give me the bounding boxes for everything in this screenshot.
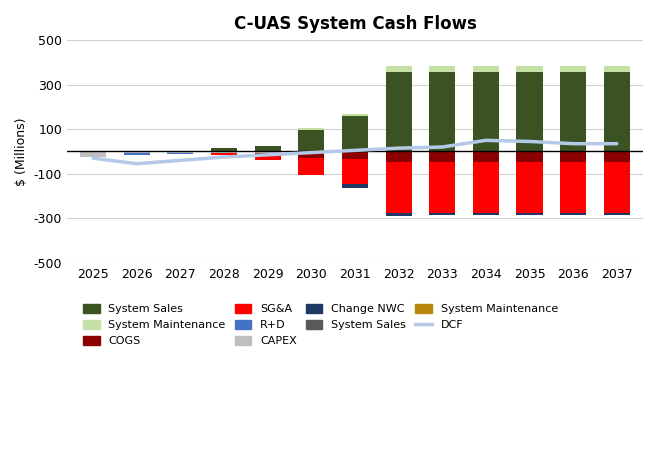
Title: C-UAS System Cash Flows: C-UAS System Cash Flows <box>234 15 476 33</box>
Bar <box>429 161 455 213</box>
Bar <box>604 213 630 215</box>
Bar <box>473 73 499 152</box>
Bar <box>517 213 543 215</box>
Bar <box>560 161 586 213</box>
Bar <box>342 152 368 159</box>
Bar <box>560 66 586 73</box>
Bar <box>211 152 237 153</box>
Bar <box>517 152 543 161</box>
Bar <box>255 152 281 154</box>
Bar <box>298 158 324 175</box>
Bar <box>386 161 412 213</box>
Bar <box>473 152 499 161</box>
Bar <box>342 114 368 116</box>
Bar <box>211 152 237 155</box>
Bar <box>386 152 412 161</box>
Bar <box>604 66 630 73</box>
Bar <box>517 66 543 73</box>
Bar <box>255 154 281 161</box>
Bar <box>604 161 630 213</box>
Bar <box>124 152 150 155</box>
Bar <box>342 184 368 188</box>
Bar <box>386 66 412 73</box>
Bar <box>604 73 630 152</box>
Bar <box>560 73 586 152</box>
Bar <box>342 159 368 184</box>
Bar <box>80 152 106 157</box>
Bar <box>211 148 237 152</box>
Bar <box>429 73 455 152</box>
Bar <box>342 116 368 152</box>
Bar <box>429 66 455 73</box>
Bar <box>473 161 499 213</box>
Bar <box>473 213 499 215</box>
Bar <box>386 73 412 152</box>
Bar <box>560 213 586 215</box>
Bar <box>255 146 281 152</box>
Bar <box>298 152 324 158</box>
Bar <box>429 213 455 215</box>
Y-axis label: $ (Millions): $ (Millions) <box>15 117 28 186</box>
Bar <box>429 152 455 161</box>
Bar <box>167 152 193 154</box>
Bar <box>517 73 543 152</box>
Bar <box>473 66 499 73</box>
Bar <box>298 130 324 152</box>
Bar <box>298 128 324 130</box>
Bar <box>604 152 630 161</box>
Bar <box>386 213 412 216</box>
Bar <box>560 152 586 161</box>
Bar <box>517 161 543 213</box>
Legend: System Sales, System Maintenance, COGS, SG&A, R+D, CAPEX, Change NWC, System Sal: System Sales, System Maintenance, COGS, … <box>78 299 563 351</box>
